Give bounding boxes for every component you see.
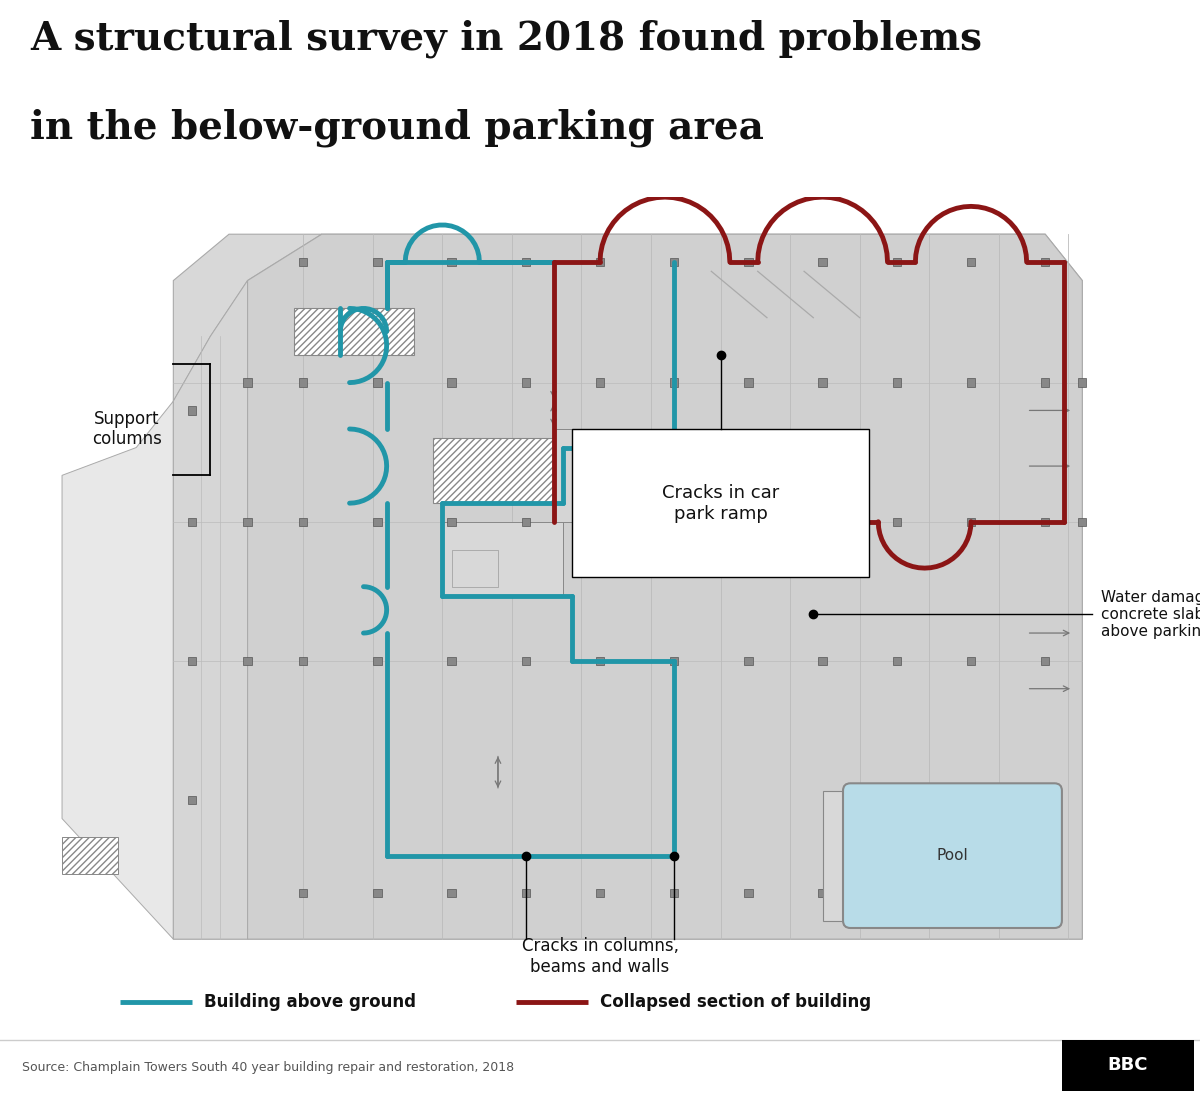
Bar [670, 379, 678, 387]
Bar [448, 257, 456, 266]
Bar [373, 518, 382, 526]
Bar [596, 888, 604, 897]
Bar [596, 657, 604, 665]
Polygon shape [62, 401, 173, 940]
Bar [522, 257, 530, 266]
Bar [670, 888, 678, 897]
Bar [448, 379, 456, 387]
Text: Water damage in
concrete slab
above parking level: Water damage in concrete slab above park… [1100, 589, 1200, 639]
Bar [818, 379, 827, 387]
Bar [596, 518, 604, 526]
Bar [967, 888, 976, 897]
Bar [522, 657, 530, 665]
Bar [244, 518, 252, 526]
Text: Cracks in columns,
beams and walls: Cracks in columns, beams and walls [522, 937, 678, 977]
Bar [448, 518, 456, 526]
Bar [596, 257, 604, 266]
Bar [244, 379, 252, 387]
Bar [244, 657, 252, 665]
Bar [893, 518, 901, 526]
FancyBboxPatch shape [844, 783, 1062, 927]
Bar [448, 888, 456, 897]
Bar [744, 888, 752, 897]
Text: Support
columns: Support columns [92, 410, 162, 448]
Bar [893, 888, 901, 897]
Bar [818, 518, 827, 526]
Bar [451, 550, 498, 587]
Bar [448, 657, 456, 665]
Bar [1078, 379, 1086, 387]
Bar [294, 309, 414, 355]
Text: Building above ground: Building above ground [204, 993, 416, 1011]
Text: in the below-ground parking area: in the below-ground parking area [30, 108, 764, 147]
Bar [1042, 888, 1049, 897]
Bar [670, 257, 678, 266]
Bar [299, 379, 307, 387]
Bar [299, 518, 307, 526]
Bar [1042, 518, 1049, 526]
Bar [187, 518, 196, 526]
FancyBboxPatch shape [1062, 1040, 1194, 1091]
Bar [373, 888, 382, 897]
Bar [670, 518, 678, 526]
Bar [670, 657, 678, 665]
Bar [373, 257, 382, 266]
Bar [967, 518, 976, 526]
Bar [744, 657, 752, 665]
Bar [522, 888, 530, 897]
Bar [299, 657, 307, 665]
Bar [187, 657, 196, 665]
Bar [522, 518, 530, 526]
Bar [823, 791, 851, 921]
Bar [1078, 518, 1086, 526]
Text: Cracks in car
park ramp: Cracks in car park ramp [662, 484, 779, 522]
Bar [522, 379, 530, 387]
Bar [893, 657, 901, 665]
Bar [1042, 657, 1049, 665]
Bar [893, 379, 901, 387]
Text: Pool: Pool [936, 849, 968, 863]
Bar [744, 257, 752, 266]
Text: Collapsed section of building: Collapsed section of building [600, 993, 871, 1011]
Text: Source: Champlain Towers South 40 year building repair and restoration, 2018: Source: Champlain Towers South 40 year b… [22, 1061, 514, 1074]
Bar [187, 796, 196, 804]
Bar [596, 379, 604, 387]
Bar [572, 429, 869, 577]
Text: A structural survey in 2018 found problems: A structural survey in 2018 found proble… [30, 20, 982, 58]
Bar [553, 429, 665, 521]
Bar [967, 657, 976, 665]
Bar [967, 257, 976, 266]
Bar [1042, 379, 1049, 387]
Bar [433, 438, 563, 504]
Bar [299, 257, 307, 266]
Polygon shape [247, 234, 1082, 940]
Bar [1042, 257, 1049, 266]
Bar [62, 837, 118, 874]
Bar [893, 257, 901, 266]
Bar [818, 657, 827, 665]
Text: BBC: BBC [1108, 1056, 1148, 1074]
Bar [443, 521, 563, 596]
Bar [818, 888, 827, 897]
Polygon shape [173, 234, 322, 401]
Bar [187, 406, 196, 415]
Bar [744, 379, 752, 387]
Bar [373, 657, 382, 665]
Bar [373, 379, 382, 387]
Bar [299, 888, 307, 897]
Polygon shape [173, 280, 247, 940]
Polygon shape [173, 234, 1082, 940]
Bar [818, 257, 827, 266]
Bar [744, 518, 752, 526]
Bar [967, 379, 976, 387]
